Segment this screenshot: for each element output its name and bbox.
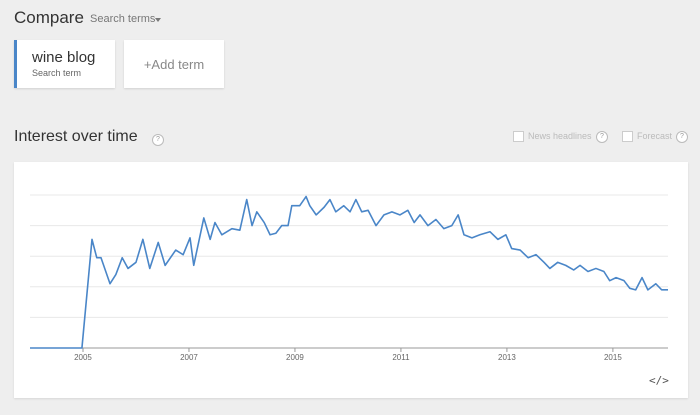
term-name: wine blog — [32, 49, 96, 66]
help-icon[interactable]: ? — [152, 134, 164, 146]
add-term-card[interactable]: +Add term — [124, 40, 224, 88]
x-tick-label: 2013 — [498, 353, 516, 362]
x-tick-label: 2005 — [74, 353, 92, 362]
chart-card — [14, 162, 688, 398]
term-label: Search term — [32, 68, 82, 78]
embed-button[interactable]: </> — [649, 374, 669, 387]
series-line — [30, 195, 668, 349]
option-label[interactable]: News headlines — [528, 131, 592, 141]
option-label[interactable]: Forecast — [637, 131, 673, 141]
x-tick-label: 2015 — [604, 353, 622, 362]
checkbox[interactable] — [622, 131, 633, 142]
compare-title: Compare — [14, 8, 84, 27]
x-tick-label: 2011 — [392, 353, 410, 362]
help-icon[interactable]: ? — [596, 131, 608, 143]
x-tick-label: 2007 — [180, 353, 198, 362]
checkbox[interactable] — [513, 131, 524, 142]
section-title: Interest over time — [14, 128, 138, 145]
x-tick-label: 2009 — [286, 353, 304, 362]
term-card[interactable]: wine blog Search term — [14, 40, 115, 88]
search-terms-menu[interactable]: Search terms — [90, 13, 156, 25]
menu-arrow[interactable] — [155, 18, 161, 22]
help-icon[interactable]: ? — [676, 131, 688, 143]
add-term[interactable]: +Add term — [143, 57, 205, 72]
